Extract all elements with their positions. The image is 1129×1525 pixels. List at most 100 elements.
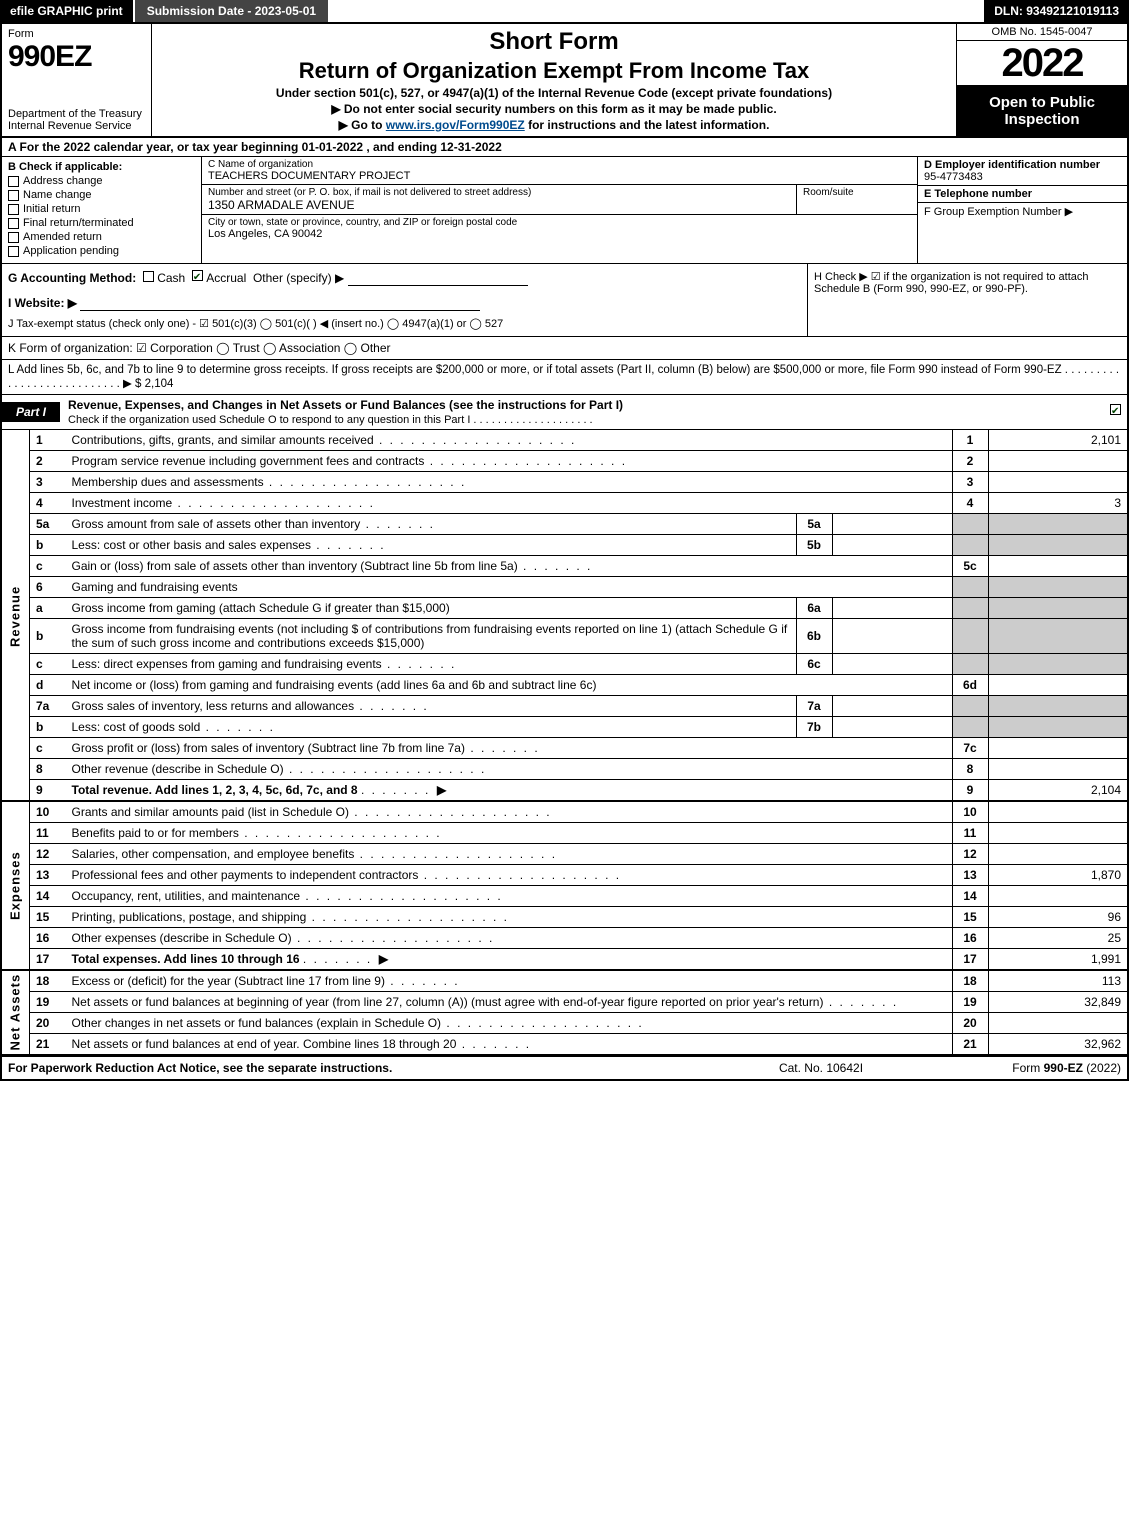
line-desc: Professional fees and other payments to … bbox=[66, 864, 953, 885]
check-final-return[interactable]: Final return/terminated bbox=[8, 217, 195, 229]
row-h-schedule-b: H Check ▶ ☑ if the organization is not r… bbox=[807, 264, 1127, 336]
line-20: 20 Other changes in net assets or fund b… bbox=[1, 1012, 1128, 1033]
line-desc: Investment income bbox=[66, 492, 953, 513]
line-desc: Benefits paid to or for members bbox=[66, 822, 953, 843]
line-num: c bbox=[30, 737, 66, 758]
shaded-cell bbox=[988, 513, 1128, 534]
line-7b: b Less: cost of goods sold 7b bbox=[1, 716, 1128, 737]
line-6c: c Less: direct expenses from gaming and … bbox=[1, 653, 1128, 674]
row-g-h: G Accounting Method: Cash Accrual Other … bbox=[0, 264, 1129, 337]
shaded-cell bbox=[952, 618, 988, 653]
line-num: d bbox=[30, 674, 66, 695]
header-right: OMB No. 1545-0047 2022 Open to Public In… bbox=[957, 24, 1127, 136]
line-desc: Contributions, gifts, grants, and simila… bbox=[66, 430, 953, 451]
line-desc: Net income or (loss) from gaming and fun… bbox=[66, 674, 953, 695]
line-rn: 5c bbox=[952, 555, 988, 576]
omb-number: OMB No. 1545-0047 bbox=[957, 24, 1127, 41]
schedule-o-checkbox[interactable] bbox=[1110, 404, 1121, 415]
line-val bbox=[988, 674, 1128, 695]
line-num: c bbox=[30, 653, 66, 674]
line-rn: 7c bbox=[952, 737, 988, 758]
line-num: 20 bbox=[30, 1012, 66, 1033]
info-grid: B Check if applicable: Address change Na… bbox=[0, 157, 1129, 264]
open-to-public-inspection: Open to Public Inspection bbox=[957, 86, 1127, 136]
check-amended-return[interactable]: Amended return bbox=[8, 231, 195, 243]
line-rn: 14 bbox=[952, 885, 988, 906]
line-val bbox=[988, 885, 1128, 906]
top-bar: efile GRAPHIC print Submission Date - 20… bbox=[0, 0, 1129, 24]
city-cell: City or town, state or province, country… bbox=[202, 215, 917, 242]
line-desc: Gaming and fundraising events bbox=[66, 576, 953, 597]
line-num: 3 bbox=[30, 471, 66, 492]
inner-num: 6a bbox=[796, 597, 832, 618]
inner-val bbox=[832, 618, 952, 653]
check-label: Initial return bbox=[23, 203, 80, 215]
line-desc: Gross profit or (loss) from sales of inv… bbox=[66, 737, 953, 758]
line-desc: Other expenses (describe in Schedule O) bbox=[66, 927, 953, 948]
line-val: 2,104 bbox=[988, 779, 1128, 801]
other-label: Other (specify) ▶ bbox=[253, 271, 344, 285]
line-val bbox=[988, 737, 1128, 758]
line-13: 13 Professional fees and other payments … bbox=[1, 864, 1128, 885]
checkbox-icon bbox=[8, 190, 19, 201]
shaded-cell bbox=[988, 653, 1128, 674]
line-val bbox=[988, 758, 1128, 779]
title-return: Return of Organization Exempt From Incom… bbox=[160, 58, 948, 84]
inner-num: 5b bbox=[796, 534, 832, 555]
check-name-change[interactable]: Name change bbox=[8, 189, 195, 201]
inner-num: 7a bbox=[796, 695, 832, 716]
shaded-cell bbox=[988, 716, 1128, 737]
ein-label: D Employer identification number bbox=[924, 159, 1121, 171]
line-desc: Occupancy, rent, utilities, and maintena… bbox=[66, 885, 953, 906]
goto-prefix: ▶ Go to bbox=[339, 118, 386, 132]
street-cell: Number and street (or P. O. box, if mail… bbox=[202, 185, 797, 214]
shaded-cell bbox=[988, 597, 1128, 618]
line-rn: 8 bbox=[952, 758, 988, 779]
org-name-cell: C Name of organization TEACHERS DOCUMENT… bbox=[202, 157, 917, 185]
line-val: 113 bbox=[988, 970, 1128, 992]
paperwork-notice: For Paperwork Reduction Act Notice, see … bbox=[8, 1061, 721, 1075]
street-label: Number and street (or P. O. box, if mail… bbox=[208, 187, 790, 198]
check-label: Amended return bbox=[23, 231, 102, 243]
check-address-change[interactable]: Address change bbox=[8, 175, 195, 187]
line-rn: 4 bbox=[952, 492, 988, 513]
line-desc: Gross amount from sale of assets other t… bbox=[66, 513, 797, 534]
checkbox-icon bbox=[8, 218, 19, 229]
part-i-lines-table: Revenue 1 Contributions, gifts, grants, … bbox=[0, 430, 1129, 1055]
row-j-tax-exempt: J Tax-exempt status (check only one) - ☑… bbox=[8, 317, 801, 330]
form-ref: Form 990-EZ (2022) bbox=[921, 1061, 1121, 1075]
line-desc: Membership dues and assessments bbox=[66, 471, 953, 492]
checkbox-accrual[interactable] bbox=[192, 270, 203, 281]
inner-val bbox=[832, 653, 952, 674]
check-application-pending[interactable]: Application pending bbox=[8, 245, 195, 257]
line-6b: b Gross income from fundraising events (… bbox=[1, 618, 1128, 653]
page-footer: For Paperwork Reduction Act Notice, see … bbox=[0, 1055, 1129, 1081]
line-num: 12 bbox=[30, 843, 66, 864]
header-left: Form 990EZ Department of the Treasury In… bbox=[2, 24, 152, 136]
org-name-label: C Name of organization bbox=[208, 159, 911, 170]
line-num: 18 bbox=[30, 970, 66, 992]
line-num: c bbox=[30, 555, 66, 576]
line-8: 8 Other revenue (describe in Schedule O)… bbox=[1, 758, 1128, 779]
efile-print-button[interactable]: efile GRAPHIC print bbox=[0, 0, 133, 22]
line-val bbox=[988, 471, 1128, 492]
irs-link[interactable]: www.irs.gov/Form990EZ bbox=[386, 118, 525, 132]
ein-cell: D Employer identification number 95-4773… bbox=[918, 157, 1127, 186]
line-desc: Other changes in net assets or fund bala… bbox=[66, 1012, 953, 1033]
arrow-icon: ▶ bbox=[379, 952, 388, 966]
room-suite-cell: Room/suite bbox=[797, 185, 917, 214]
line-10: Expenses 10 Grants and similar amounts p… bbox=[1, 801, 1128, 823]
org-name-value: TEACHERS DOCUMENTARY PROJECT bbox=[208, 170, 911, 182]
inner-val bbox=[832, 513, 952, 534]
line-val bbox=[988, 801, 1128, 823]
check-initial-return[interactable]: Initial return bbox=[8, 203, 195, 215]
form-ref-pre: Form bbox=[1012, 1061, 1043, 1075]
line-rn: 21 bbox=[952, 1033, 988, 1054]
col-b-label: B Check if applicable: bbox=[8, 161, 195, 173]
street-value: 1350 ARMADALE AVENUE bbox=[208, 198, 790, 212]
website-input[interactable] bbox=[80, 297, 480, 311]
line-num: 9 bbox=[30, 779, 66, 801]
line-desc: Salaries, other compensation, and employ… bbox=[66, 843, 953, 864]
other-specify-input[interactable] bbox=[348, 272, 528, 286]
checkbox-cash[interactable] bbox=[143, 271, 154, 282]
